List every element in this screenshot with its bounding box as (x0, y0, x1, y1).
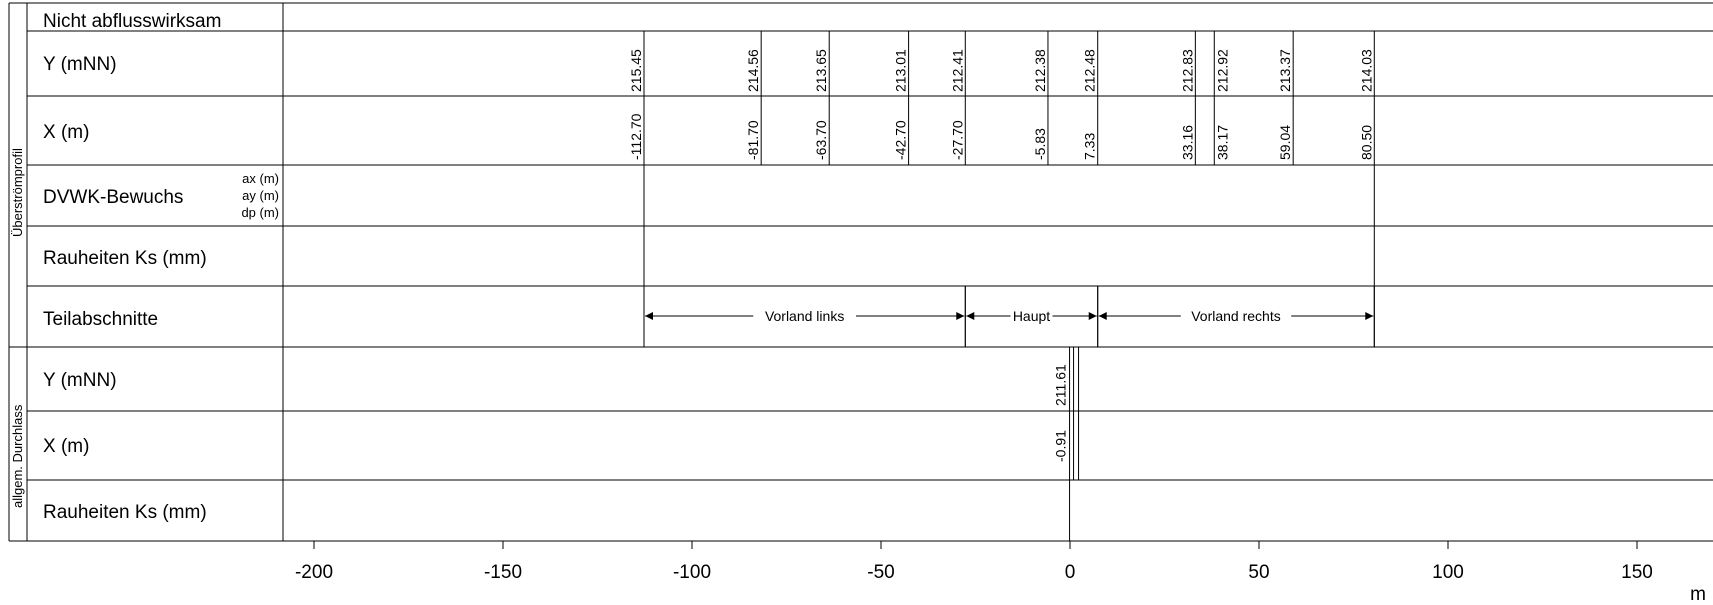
x-axis: -200 -150 -100 -50 0 50 100 150 (295, 541, 1653, 583)
section-label-upper: Überströmprofil (10, 148, 25, 237)
y-value-label: 212.83 (1179, 49, 1195, 92)
row-sublabel-dp: dp (m) (241, 205, 279, 220)
axis-tick-label: -50 (867, 562, 894, 583)
row-label-dvwk: DVWK-Bewuchs (43, 187, 183, 208)
x-value-label: -81.70 (745, 120, 761, 160)
axis-tick-label: 150 (1621, 562, 1653, 583)
y-value-label: 212.41 (949, 49, 965, 92)
row-label-rauheiten-lower: Rauheiten Ks (mm) (43, 502, 207, 523)
y-value-label: 215.45 (628, 49, 644, 92)
segment-arrowhead-left (1098, 312, 1107, 320)
x-value-label: -42.70 (893, 120, 909, 160)
x-value-label: 7.33 (1082, 133, 1098, 160)
lower-point-marks: 211.61 -0.91 (1053, 347, 1080, 541)
segment-marks: Vorland links Haupt Vorland rechts (643, 286, 1375, 347)
row-label-x-upper: X (m) (43, 122, 89, 143)
segment-label: Vorland links (765, 308, 844, 324)
axis-tick-label: 100 (1432, 562, 1464, 583)
row-sublabel-ax: ax (m) (242, 171, 279, 186)
segment-arrowhead-right (1365, 312, 1374, 320)
x-value-label: -112.70 (628, 113, 644, 160)
segment-label: Haupt (1013, 308, 1050, 324)
x-value-label: -63.70 (813, 120, 829, 160)
x-value-label: -27.70 (949, 120, 965, 160)
y-value-label: 212.92 (1214, 49, 1230, 92)
row-label-y-upper: Y (mNN) (43, 54, 117, 75)
segment-arrowhead-right (1088, 312, 1097, 320)
y-value-label: 212.38 (1032, 49, 1048, 92)
y-value-label: 213.37 (1277, 49, 1293, 92)
y-value-label: 214.03 (1358, 49, 1374, 92)
row-label-x-lower: X (m) (43, 436, 89, 457)
row-label-rauheiten-upper: Rauheiten Ks (mm) (43, 248, 207, 269)
x-value-label: 33.16 (1179, 125, 1195, 160)
axis-tick-label: -200 (295, 562, 333, 583)
y-value-label: 213.01 (893, 49, 909, 92)
y-value-label: 213.65 (813, 49, 829, 92)
x-value-label: 80.50 (1358, 125, 1374, 160)
axis-unit: m (1690, 584, 1706, 605)
axis-tick-label: 50 (1248, 562, 1269, 583)
axis-tick-label: -150 (484, 562, 522, 583)
row-label-teilabschnitte: Teilabschnitte (43, 309, 158, 330)
segment-arrowhead-right (956, 312, 965, 320)
x-value-label: 38.17 (1214, 125, 1230, 160)
row-sublabel-ay: ay (m) (242, 188, 279, 203)
lower-y-value-label: 211.61 (1053, 364, 1069, 406)
x-value-label: -5.83 (1032, 128, 1048, 160)
table-grid (8, 2, 1713, 542)
section-label-lower: allgem. Durchlass (10, 404, 25, 508)
axis-tick-label: -100 (673, 562, 711, 583)
row-label-y-lower: Y (mNN) (43, 370, 117, 391)
segment-arrowhead-left (966, 312, 975, 320)
upper-point-marks: 215.45 -112.70 214.56 -81.70 213.65 -63.70 213… (628, 31, 1375, 347)
row-label-nicht-abflusswirksam: Nicht abflusswirksam (43, 11, 221, 32)
x-value-label: 59.04 (1277, 125, 1293, 160)
y-value-label: 214.56 (745, 49, 761, 92)
lower-x-value-label: -0.91 (1053, 430, 1069, 462)
axis-tick-label: 0 (1065, 562, 1076, 583)
segment-arrowhead-left (644, 312, 653, 320)
segment-label: Vorland rechts (1191, 308, 1281, 324)
y-value-label: 212.48 (1082, 49, 1098, 92)
